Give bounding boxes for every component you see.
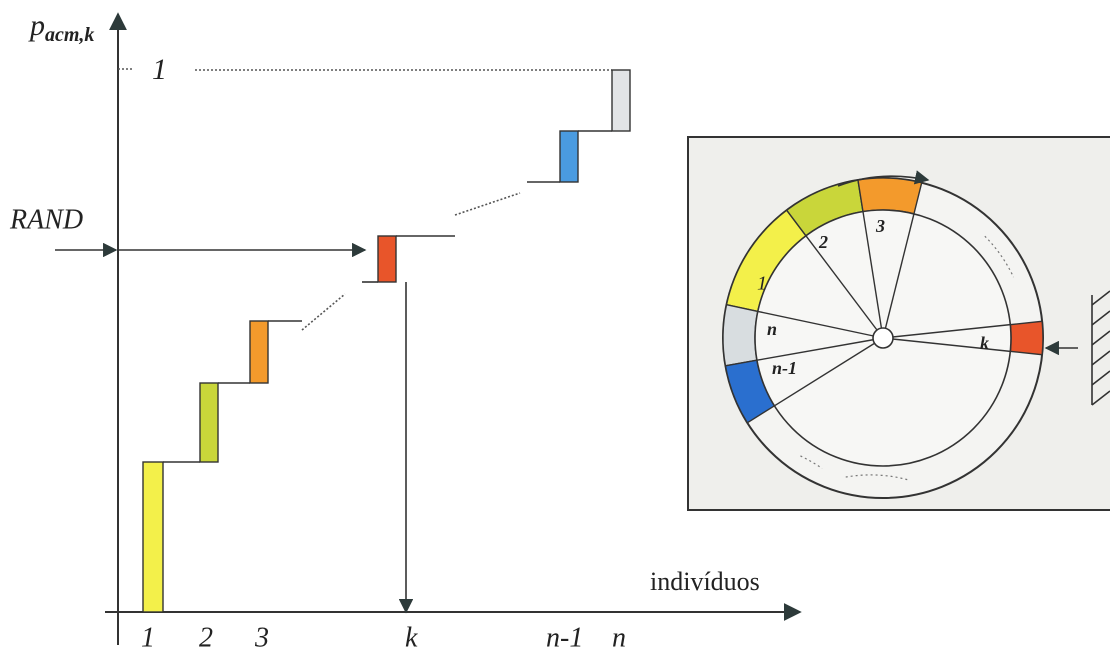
wheel-label: 3 [875,216,885,236]
step-bar [612,70,630,131]
x-tick-label: 3 [254,622,269,653]
wheel-segment [723,305,758,366]
y-top-label: 1 [152,53,167,86]
step-bar [378,236,396,282]
y-axis-label: pacm,k [28,9,94,46]
diagram: pacm,k 1 RAND indivíduos 1 2 3 k n-1 n 1… [0,0,1110,654]
x-tick-label: k [405,622,418,653]
wheel-segment [858,178,922,214]
x-tick-label: 2 [199,622,213,653]
ellipsis-line [455,193,520,215]
step-bar [200,383,218,462]
rand-label: RAND [9,204,83,235]
x-tick-label: 1 [141,622,155,653]
wheel-label: n-1 [772,358,797,378]
wheel-segment [1010,321,1043,354]
x-tick-label: n-1 [546,622,583,653]
wheel-label: k [980,333,989,353]
x-axis-label: indivíduos [650,567,760,596]
x-tick-label: n [612,622,626,653]
wheel-label: 2 [818,232,828,252]
y-label-main: p [28,9,45,42]
step-bar [250,321,268,383]
step-bar [143,462,163,612]
y-label-sub: acm,k [45,24,94,46]
wheel-label: 1 [757,273,767,295]
step-bar [560,131,578,182]
ellipsis-line [302,294,345,330]
wheel-hub [873,328,893,348]
wheel-label: n [767,319,777,339]
